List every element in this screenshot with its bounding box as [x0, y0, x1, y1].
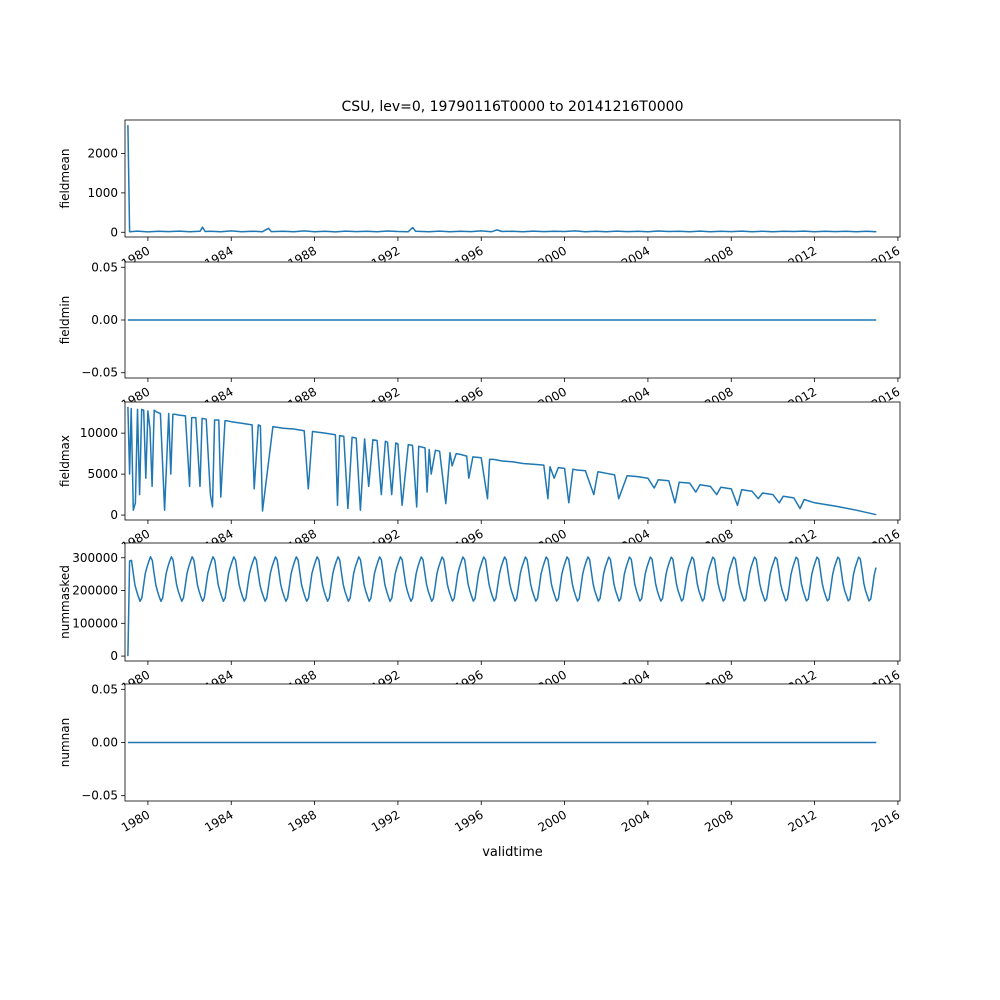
subplots: 0 1000 2000 fieldmean 1980 1984 1988 1992 1996 20…	[58, 119, 902, 835]
y-axis-label: nummasked	[58, 565, 72, 639]
y-axis-label: numnan	[58, 718, 72, 767]
y-tick-label: 10000	[80, 426, 118, 440]
x-tick-label: 2008	[702, 807, 735, 834]
x-tick-label: 2004	[619, 807, 652, 834]
x-tick-label: 2016	[869, 807, 902, 834]
y-tick-label: 100000	[72, 616, 118, 630]
x-tick-label: 2000	[536, 807, 569, 834]
x-tick-label: 1992	[369, 807, 402, 834]
y-tick-label: 0	[110, 225, 118, 239]
x-tick-label: 1996	[452, 807, 485, 834]
axes-frame	[124, 401, 901, 521]
x-tick-label: 1980	[119, 807, 152, 834]
figure-title: CSU, lev=0, 19790116T0000 to 20141216T00…	[342, 99, 684, 115]
y-axis-label: fieldmax	[58, 435, 72, 487]
x-tick-label: 2012	[786, 807, 819, 834]
series-line-nummasked	[127, 556, 877, 657]
y-tick-label: 200000	[72, 584, 118, 598]
axes-frame	[124, 542, 901, 662]
y-tick-label: 300000	[72, 551, 118, 565]
y-tick-label: 5000	[87, 467, 118, 481]
y-axis-label: fieldmean	[58, 149, 72, 209]
y-tick-label: 2000	[87, 146, 118, 160]
y-tick-label: 0.00	[91, 736, 118, 750]
y-axis-label: fieldmin	[58, 296, 72, 345]
subplot-numnan: −0.05 0.00 0.05 numnan 1980 1984 1988 1992 1996 2…	[58, 682, 902, 835]
axes-background	[125, 402, 900, 520]
axes-frame	[124, 119, 901, 238]
y-tick-label: 0	[110, 508, 118, 522]
y-tick-label: 0.00	[91, 313, 118, 327]
y-tick-label: −0.05	[81, 366, 118, 380]
x-axis-label: validtime	[482, 845, 543, 860]
x-tick-label: 1984	[202, 807, 235, 834]
series-line-fieldmean	[127, 125, 877, 233]
y-tick-label: 0	[110, 649, 118, 663]
y-tick-label: 0.05	[91, 682, 118, 696]
x-tick-label: 1988	[286, 807, 319, 834]
y-tick-label: −0.05	[81, 789, 118, 803]
series-line-fieldmax	[127, 406, 877, 516]
axes-background	[125, 543, 900, 661]
y-tick-label: 0.05	[91, 260, 118, 274]
y-tick-label: 1000	[87, 186, 118, 200]
